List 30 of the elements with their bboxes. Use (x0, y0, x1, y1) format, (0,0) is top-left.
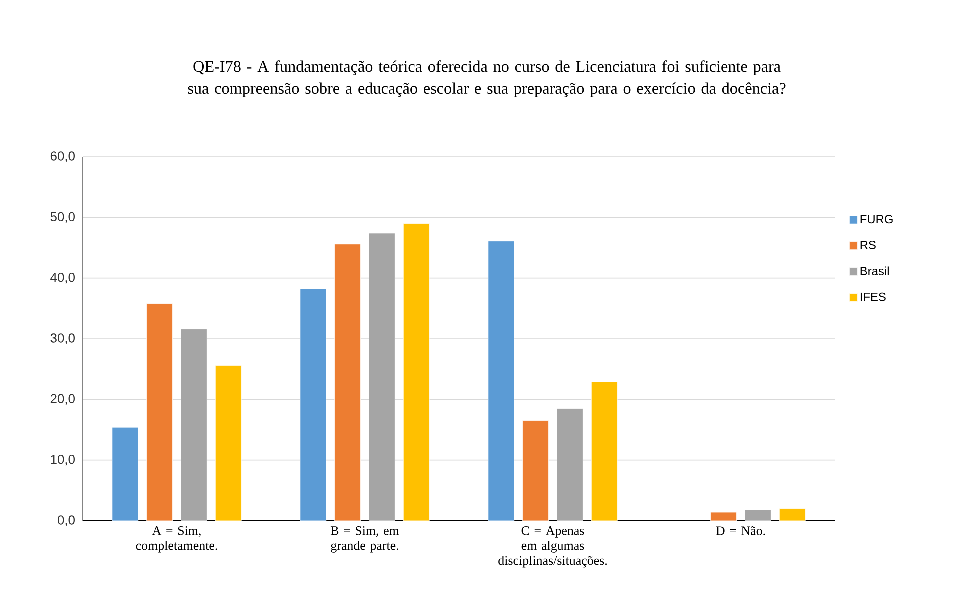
x-tick-label: D = Não. (716, 526, 766, 536)
y-tick-label: 60,0 (50, 152, 75, 162)
x-tick-label: A = Sim, completamente. (136, 526, 218, 553)
bar (779, 508, 806, 521)
bar (181, 329, 208, 521)
x-tick-label: C = Apenas em algumas disciplinas/situações. (498, 526, 608, 568)
y-tick-label: 40,0 (50, 272, 75, 284)
y-tick-label: 30,0 (50, 334, 75, 344)
legend-label: RS (860, 240, 876, 250)
legend-label: IFES (860, 292, 886, 302)
y-tick-label: 20,0 (50, 394, 75, 406)
bar (591, 382, 618, 521)
bar (557, 408, 584, 521)
legend-label: FURG (860, 215, 893, 224)
bar (215, 365, 242, 521)
legend-label: Brasil (860, 266, 889, 276)
bar (112, 427, 139, 521)
bar (745, 510, 772, 521)
bar (522, 420, 549, 521)
x-tick-label: B = Sim, em grande parte. (330, 526, 400, 553)
bar (403, 224, 430, 521)
y-tick-label: 10,0 (51, 454, 75, 466)
bar (488, 241, 515, 521)
y-tick-label: 0,0 (58, 516, 75, 526)
chart-title: QE-I78 - A fundamentação teórica oferecida no curso de Licenciatura foi suficiente para sua compreensão sobre a educação escolar e sua preparação para o exercício da docência? (188, 60, 786, 98)
bar (146, 304, 173, 521)
bar (369, 233, 396, 521)
bar (300, 289, 327, 521)
y-tick-label: 50,0 (50, 212, 75, 224)
bar (334, 244, 361, 521)
